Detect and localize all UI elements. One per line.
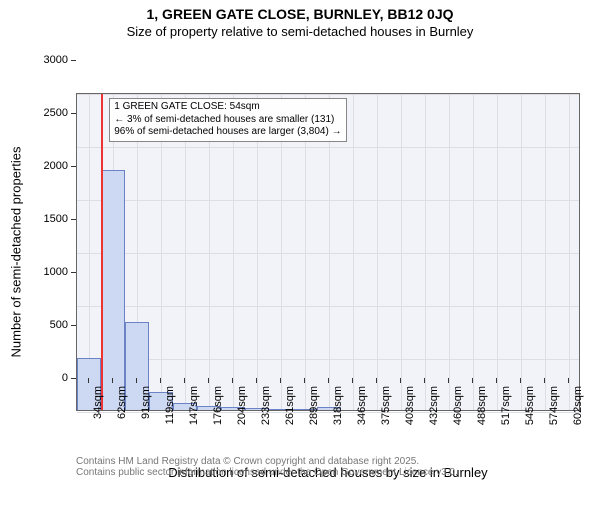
x-tick-mark bbox=[448, 378, 449, 383]
grid-line bbox=[497, 94, 498, 410]
y-tick-mark bbox=[71, 166, 76, 167]
x-tick-label: 34sqm bbox=[92, 386, 104, 419]
x-tick-mark bbox=[376, 378, 377, 383]
footer-line: Contains public sector information licen… bbox=[76, 467, 458, 478]
y-tick-label: 3000 bbox=[34, 54, 68, 66]
grid-line bbox=[401, 94, 402, 410]
x-tick-label: 176sqm bbox=[212, 386, 224, 425]
y-tick-mark bbox=[71, 378, 76, 379]
y-tick-label: 2000 bbox=[34, 160, 68, 172]
x-tick-mark bbox=[112, 378, 113, 383]
marker-line bbox=[101, 94, 103, 410]
x-tick-mark bbox=[136, 378, 137, 383]
annotation-line: 96% of semi-detached houses are larger (… bbox=[114, 126, 341, 139]
y-tick-mark bbox=[71, 60, 76, 61]
x-tick-label: 574sqm bbox=[548, 386, 560, 425]
grid-line bbox=[77, 200, 579, 201]
y-tick-label: 0 bbox=[34, 372, 68, 384]
x-tick-mark bbox=[496, 378, 497, 383]
grid-line bbox=[77, 359, 579, 360]
grid-line bbox=[449, 94, 450, 410]
x-tick-label: 460sqm bbox=[452, 386, 464, 425]
x-tick-mark bbox=[400, 378, 401, 383]
x-tick-label: 147sqm bbox=[188, 386, 200, 425]
grid-line bbox=[77, 147, 579, 148]
x-tick-label: 517sqm bbox=[500, 386, 512, 425]
x-tick-label: 432sqm bbox=[428, 386, 440, 425]
footer-line: Contains HM Land Registry data © Crown c… bbox=[76, 456, 458, 467]
x-tick-label: 403sqm bbox=[404, 386, 416, 425]
x-tick-label: 318sqm bbox=[332, 386, 344, 425]
grid-line bbox=[473, 94, 474, 410]
x-tick-label: 602sqm bbox=[572, 386, 584, 425]
annotation-line: 1 GREEN GATE CLOSE: 54sqm bbox=[114, 101, 341, 114]
x-tick-mark bbox=[208, 378, 209, 383]
histogram-bar bbox=[101, 170, 125, 410]
x-tick-mark bbox=[328, 378, 329, 383]
x-tick-mark bbox=[256, 378, 257, 383]
y-tick-mark bbox=[71, 325, 76, 326]
y-tick-label: 1000 bbox=[34, 266, 68, 278]
y-tick-mark bbox=[71, 113, 76, 114]
x-tick-label: 261sqm bbox=[284, 386, 296, 425]
y-tick-label: 1500 bbox=[34, 213, 68, 225]
x-tick-mark bbox=[184, 378, 185, 383]
x-tick-mark bbox=[520, 378, 521, 383]
y-tick-mark bbox=[71, 219, 76, 220]
x-tick-label: 289sqm bbox=[308, 386, 320, 425]
x-tick-mark bbox=[424, 378, 425, 383]
x-tick-mark bbox=[568, 378, 569, 383]
x-tick-mark bbox=[88, 378, 89, 383]
grid-line bbox=[377, 94, 378, 410]
grid-line bbox=[77, 94, 579, 95]
y-tick-mark bbox=[71, 272, 76, 273]
x-tick-mark bbox=[232, 378, 233, 383]
grid-line bbox=[77, 306, 579, 307]
grid-line bbox=[425, 94, 426, 410]
x-tick-label: 488sqm bbox=[476, 386, 488, 425]
x-tick-mark bbox=[160, 378, 161, 383]
x-tick-label: 375sqm bbox=[380, 386, 392, 425]
x-tick-label: 545sqm bbox=[524, 386, 536, 425]
chart-title: 1, GREEN GATE CLOSE, BURNLEY, BB12 0JQ bbox=[0, 6, 600, 22]
x-tick-label: 204sqm bbox=[236, 386, 248, 425]
x-tick-mark bbox=[544, 378, 545, 383]
grid-line bbox=[521, 94, 522, 410]
grid-line bbox=[569, 94, 570, 410]
grid-line bbox=[77, 253, 579, 254]
grid-line bbox=[545, 94, 546, 410]
x-tick-label: 346sqm bbox=[356, 386, 368, 425]
y-axis-title: Number of semi-detached properties bbox=[9, 93, 24, 411]
x-tick-mark bbox=[304, 378, 305, 383]
x-tick-mark bbox=[352, 378, 353, 383]
attribution-footer: Contains HM Land Registry data © Crown c… bbox=[76, 456, 458, 478]
x-tick-label: 91sqm bbox=[140, 386, 152, 419]
grid-line bbox=[353, 94, 354, 410]
chart-subtitle: Size of property relative to semi-detach… bbox=[0, 24, 600, 39]
x-tick-label: 233sqm bbox=[260, 386, 272, 425]
x-tick-label: 62sqm bbox=[116, 386, 128, 419]
annotation-line: ← 3% of semi-detached houses are smaller… bbox=[114, 114, 341, 127]
x-tick-mark bbox=[472, 378, 473, 383]
x-tick-label: 119sqm bbox=[164, 386, 176, 424]
annotation-box: 1 GREEN GATE CLOSE: 54sqm ← 3% of semi-d… bbox=[109, 98, 346, 142]
plot-area: 1 GREEN GATE CLOSE: 54sqm ← 3% of semi-d… bbox=[76, 93, 580, 411]
y-tick-label: 2500 bbox=[34, 107, 68, 119]
y-tick-label: 500 bbox=[34, 319, 68, 331]
x-tick-mark bbox=[280, 378, 281, 383]
